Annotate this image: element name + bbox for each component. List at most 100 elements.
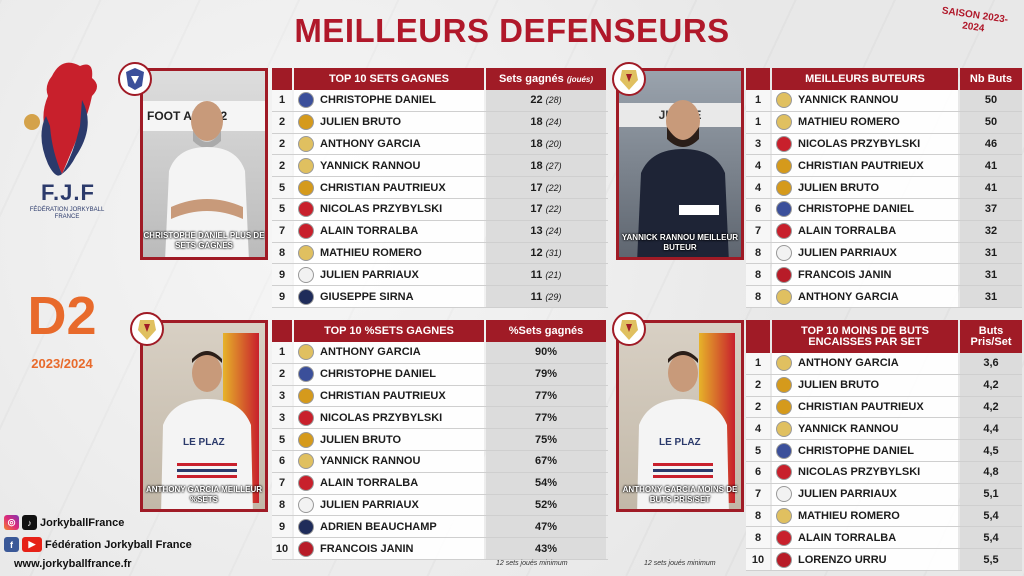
- table-header-title: TOP 10 %SETS GAGNES: [294, 320, 484, 342]
- shirt-text: LE PLAZ: [659, 437, 701, 448]
- row-rank: 8: [272, 242, 292, 264]
- table-row: 2 ANTHONY GARCIA 18 (20): [272, 133, 608, 156]
- club-logo-icon: [298, 244, 314, 261]
- row-player: NICOLAS PRZYBYLSKI: [294, 407, 484, 429]
- player-name: MATHIEU ROMERO: [320, 246, 422, 259]
- row-rank: 3: [746, 133, 770, 155]
- row-rank: 3: [272, 385, 292, 407]
- player-name: CHRISTOPHE DANIEL: [798, 444, 914, 457]
- row-rank: 8: [746, 527, 770, 549]
- row-player: JULIEN BRUTO: [772, 177, 958, 198]
- row-rank: 6: [746, 461, 770, 483]
- club-logo-icon: [298, 496, 314, 513]
- row-player: FRANCOIS JANIN: [772, 264, 958, 286]
- player-name: NICOLAS PRZYBYLSKI: [798, 137, 921, 150]
- fjf-brand: F.J.F: [41, 180, 95, 205]
- player-name: FRANCOIS JANIN: [798, 268, 892, 281]
- player-name: JULIEN BRUTO: [320, 116, 402, 129]
- club-logo-icon: [776, 179, 792, 196]
- player-name: YANNICK RANNOU: [798, 94, 899, 107]
- row-player: YANNICK RANNOU: [294, 155, 484, 177]
- row-value: 17 (22): [486, 177, 606, 198]
- row-value: 90%: [486, 342, 606, 363]
- website-link[interactable]: www.jorkyballfrance.fr: [14, 558, 132, 570]
- club-logo-icon: [776, 464, 792, 481]
- table-row: 2 CHRISTIAN PAUTRIEUX 4,2: [746, 396, 1022, 419]
- row-value: 46: [960, 133, 1022, 155]
- row-value: 75%: [486, 429, 606, 450]
- player-silhouette-icon: [165, 101, 249, 257]
- club-logo-icon: [298, 266, 314, 283]
- row-rank: 7: [746, 483, 770, 505]
- player-photo-anthony-garcia-pct: LE PLAZ ANTHONY GARCIA MEILLEUR %SETS: [140, 320, 268, 512]
- row-player: YANNICK RANNOU: [772, 418, 958, 440]
- player-name: GIUSEPPE SIRNA: [320, 290, 414, 303]
- social-instagram-tiktok[interactable]: ◎ ♪ JorkyballFrance: [4, 515, 124, 530]
- table-row: 7 ALAIN TORRALBA 54%: [272, 472, 608, 495]
- club-badge-icon: [130, 312, 164, 346]
- row-player: JULIEN PARRIAUX: [294, 264, 484, 286]
- club-logo-icon: [776, 114, 792, 131]
- row-player: JULIEN PARRIAUX: [294, 494, 484, 516]
- row-value: 31: [960, 286, 1022, 307]
- photo-caption: YANNICK RANNOU MEILLEUR BUTEUR: [621, 233, 739, 252]
- row-value: 47%: [486, 516, 606, 538]
- table-row: 8 JULIEN PARRIAUX 52%: [272, 494, 608, 517]
- division-label: D2: [27, 286, 97, 346]
- fjf-subtitle: FÉDÉRATION JORKYBALL FRANCE: [29, 207, 105, 220]
- social-facebook-youtube[interactable]: f ▶ Fédération Jorkyball France: [4, 537, 192, 552]
- table-top10-moins-buts-encaisses: TOP 10 MOINS DE BUTS ENCAISSES PAR SET B…: [746, 320, 1022, 571]
- row-player: JULIEN PARRIAUX: [772, 242, 958, 264]
- player-name: ANTHONY GARCIA: [798, 290, 899, 303]
- row-rank: 1: [746, 111, 770, 133]
- row-player: MATHIEU ROMERO: [772, 505, 958, 527]
- division-year: 2023/2024: [31, 356, 93, 371]
- club-logo-icon: [776, 377, 792, 394]
- table-row: 6 CHRISTOPHE DANIEL 37: [746, 198, 1022, 221]
- club-logo-icon: [776, 420, 792, 437]
- row-player: ALAIN TORRALBA: [294, 472, 484, 494]
- table-row: 1 ANTHONY GARCIA 90%: [272, 342, 608, 364]
- club-badge-icon: [612, 312, 646, 346]
- row-player: GIUSEPPE SIRNA: [294, 286, 484, 307]
- player-name: YANNICK RANNOU: [320, 455, 421, 468]
- row-value: 5,1: [960, 483, 1022, 505]
- row-player: ANTHONY GARCIA: [294, 342, 484, 363]
- row-rank: 10: [272, 538, 292, 559]
- row-value: 67%: [486, 450, 606, 472]
- table-header-value: Sets gagnés (joués): [486, 68, 606, 90]
- table-row: 2 CHRISTOPHE DANIEL 79%: [272, 363, 608, 386]
- row-value: 31: [960, 242, 1022, 264]
- table-row: 8 ALAIN TORRALBA 5,4: [746, 527, 1022, 550]
- row-value: 4,4: [960, 418, 1022, 440]
- row-player: JULIEN PARRIAUX: [772, 483, 958, 505]
- player-name: MATHIEU ROMERO: [798, 509, 900, 522]
- row-rank: 5: [272, 198, 292, 220]
- player-photo-christophe-daniel: FOOT ANCE 2 CHRISTOPHE DANIEL PLUS DE SE…: [140, 68, 268, 260]
- club-logo-icon: [298, 135, 314, 152]
- row-rank: 1: [272, 342, 292, 363]
- row-value: 41: [960, 177, 1022, 198]
- club-logo-icon: [776, 92, 792, 109]
- table-row: 6 NICOLAS PRZYBYLSKI 4,8: [746, 461, 1022, 484]
- player-name: YANNICK RANNOU: [798, 422, 899, 435]
- row-value: 50: [960, 90, 1022, 111]
- table-row: 7 ALAIN TORRALBA 13 (24): [272, 220, 608, 243]
- club-logo-icon: [298, 540, 314, 557]
- row-player: CHRISTIAN PAUTRIEUX: [294, 177, 484, 198]
- row-rank: 10: [746, 549, 770, 570]
- table-header-value: %Sets gagnés: [486, 320, 606, 342]
- club-logo-icon: [298, 288, 314, 305]
- row-player: ALAIN TORRALBA: [772, 527, 958, 549]
- player-name: JULIEN BRUTO: [320, 433, 402, 446]
- row-player: CHRISTOPHE DANIEL: [772, 440, 958, 461]
- row-value: 5,5: [960, 549, 1022, 570]
- row-rank: 4: [746, 418, 770, 440]
- shirt-text: LE PLAZ: [183, 437, 225, 448]
- club-logo-icon: [776, 529, 792, 546]
- row-player: NICOLAS PRZYBYLSKI: [294, 198, 484, 220]
- table-row: 7 JULIEN PARRIAUX 5,1: [746, 483, 1022, 506]
- row-value: 37: [960, 198, 1022, 220]
- row-player: MATHIEU ROMERO: [772, 111, 958, 133]
- table-header-title: TOP 10 MOINS DE BUTS ENCAISSES PAR SET: [772, 320, 958, 353]
